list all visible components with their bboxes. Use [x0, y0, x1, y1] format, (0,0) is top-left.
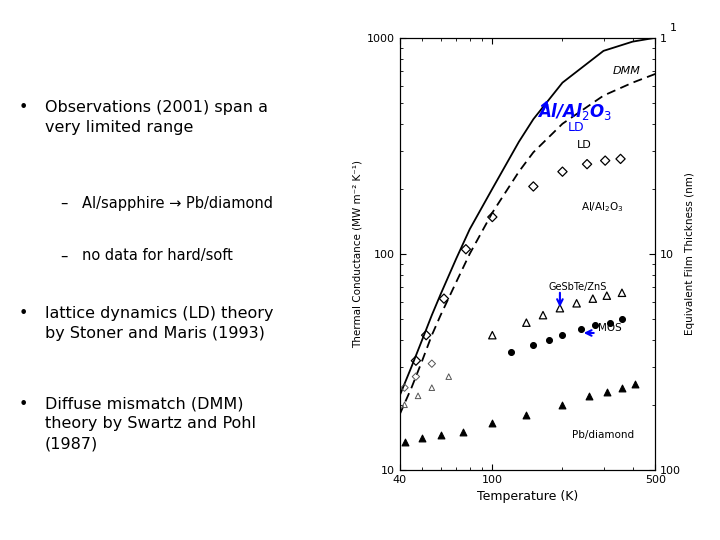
Text: 1: 1 [670, 23, 677, 33]
Point [557, 401, 568, 409]
Point [581, 160, 593, 168]
Point [505, 348, 516, 356]
Text: Al/sapphire → Pb/diamond: Al/sapphire → Pb/diamond [82, 196, 274, 211]
Text: LD: LD [577, 140, 591, 150]
Point [543, 335, 554, 344]
Point [616, 383, 628, 392]
Text: –: – [60, 248, 67, 264]
X-axis label: Temperature (K): Temperature (K) [477, 490, 578, 503]
Point [601, 387, 613, 396]
Text: •: • [19, 306, 28, 321]
Point [528, 182, 539, 191]
Point [410, 356, 422, 365]
Point [571, 299, 582, 308]
Point [420, 331, 432, 340]
Point [528, 340, 539, 349]
Point [460, 245, 472, 254]
Text: GeSbTe/ZnS: GeSbTe/ZnS [549, 282, 608, 292]
Text: lattice dynamics (LD) theory
by Stoner and Maris (1993): lattice dynamics (LD) theory by Stoner a… [45, 306, 274, 341]
Text: MOS: MOS [598, 323, 622, 333]
Point [557, 167, 568, 176]
Text: •: • [19, 100, 28, 116]
Text: DMM: DMM [613, 66, 641, 76]
Text: –: – [60, 196, 67, 211]
Point [615, 154, 626, 163]
Point [457, 428, 469, 436]
Point [616, 288, 628, 297]
Point [487, 213, 498, 221]
Point [426, 359, 438, 368]
Point [521, 319, 532, 327]
Text: Pb/diamond: Pb/diamond [572, 430, 634, 440]
Text: Al/Al$_2$O$_3$: Al/Al$_2$O$_3$ [536, 101, 612, 122]
Point [399, 383, 410, 392]
Point [587, 294, 598, 303]
Point [557, 331, 568, 340]
Point [416, 434, 428, 443]
Point [399, 401, 410, 409]
Point [413, 392, 424, 400]
Point [487, 331, 498, 340]
Point [629, 380, 641, 388]
Point [426, 383, 438, 392]
Point [575, 325, 587, 333]
Y-axis label: Equivalent Film Thickness (nm): Equivalent Film Thickness (nm) [685, 172, 696, 335]
Point [443, 372, 454, 381]
Point [583, 392, 595, 400]
Text: LD: LD [567, 121, 584, 134]
Point [537, 311, 549, 320]
Text: •: • [19, 396, 28, 411]
Point [435, 430, 446, 439]
Point [410, 372, 422, 381]
Text: no data for hard/soft: no data for hard/soft [82, 248, 233, 264]
Point [604, 319, 616, 327]
Point [616, 314, 628, 323]
Point [600, 156, 611, 165]
Point [521, 410, 532, 419]
Text: Al/Al$_2$O$_3$: Al/Al$_2$O$_3$ [581, 200, 624, 213]
Point [601, 292, 613, 300]
Point [399, 437, 410, 446]
Point [589, 320, 600, 329]
Text: Diffuse mismatch (DMM)
theory by Swartz and Pohl
(1987): Diffuse mismatch (DMM) theory by Swartz … [45, 396, 256, 451]
Text: Interface thermal conductance (2001): Interface thermal conductance (2001) [9, 22, 456, 42]
Point [438, 294, 450, 303]
Point [554, 304, 566, 313]
Text: Observations (2001) span a
very limited range: Observations (2001) span a very limited … [45, 100, 268, 135]
Y-axis label: Thermal Conductance (MW m⁻² K⁻¹): Thermal Conductance (MW m⁻² K⁻¹) [353, 160, 363, 348]
Point [487, 418, 498, 427]
